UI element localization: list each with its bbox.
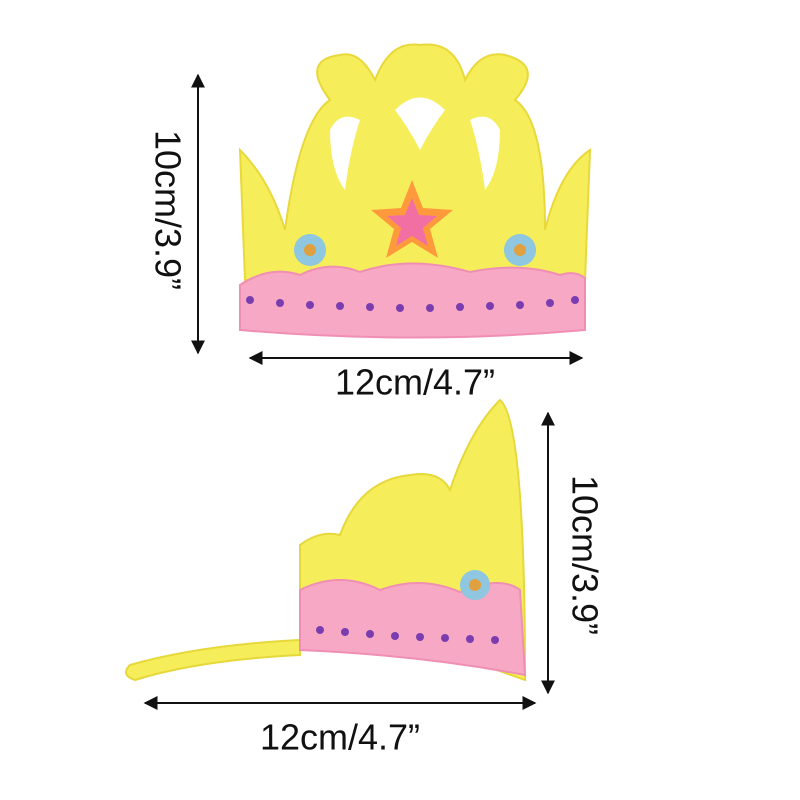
height-label: 10cm/3.9” bbox=[147, 130, 188, 290]
width-label: 12cm/4.7” bbox=[335, 362, 495, 403]
height-label: 10cm/3.9” bbox=[564, 475, 605, 635]
width-label: 12cm/4.7” bbox=[260, 717, 420, 758]
bottom-crown bbox=[125, 398, 527, 682]
top-crown bbox=[238, 43, 592, 339]
